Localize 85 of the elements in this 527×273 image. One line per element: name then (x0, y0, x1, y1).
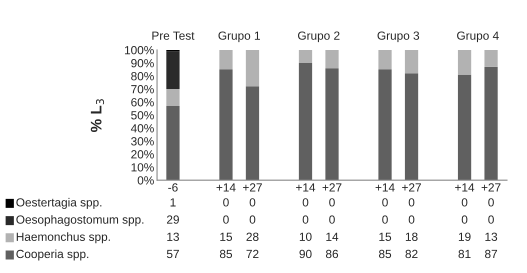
legend-label: Cooperia spp. (16, 249, 88, 260)
bar (166, 106, 180, 180)
x-tick-label: -6 (168, 183, 178, 192)
legend-label: Oestertagia spp. (16, 198, 102, 209)
bar (378, 69, 392, 180)
y-tick-label: 60% (131, 98, 154, 106)
data-label: 0 (302, 215, 308, 224)
data-label: 15 (379, 232, 392, 241)
x-tick-label: +14 (376, 183, 395, 192)
bar (325, 68, 339, 180)
bar (298, 62, 312, 180)
legend-label: Haemonchus spp. (16, 232, 110, 244)
bar (166, 89, 180, 106)
y-tick-label: 20% (131, 150, 154, 159)
data-label: 28 (246, 232, 259, 241)
text: Pre Test (152, 32, 194, 40)
data-label: 81 (458, 250, 471, 258)
bar (246, 50, 260, 86)
bar (458, 74, 472, 180)
y-tick-label: 90% (131, 59, 154, 68)
data-label: 85 (220, 250, 232, 258)
legend-label: Oesophagostomum spp. (16, 215, 144, 226)
bar (484, 66, 498, 180)
y-tick-label: 0% (138, 176, 154, 185)
data-label: 0 (408, 198, 414, 207)
data-label: 0 (329, 215, 335, 224)
bar (458, 50, 472, 75)
data-label: 15 (220, 232, 232, 241)
data-label: 0 (223, 215, 229, 224)
bar (246, 86, 260, 180)
bar (325, 50, 339, 68)
text: Grupo 1 (218, 31, 260, 42)
data-label: 19 (458, 232, 471, 241)
data-label: 0 (408, 215, 414, 224)
data-label: 0 (382, 198, 388, 207)
data-label: 0 (462, 215, 468, 224)
data-label: 0 (250, 215, 256, 224)
data-label: 57 (166, 250, 179, 258)
data-label: 0 (329, 198, 335, 207)
y-tick-label: 40% (130, 124, 154, 132)
data-label: 14 (326, 232, 338, 241)
data-label: 90 (299, 250, 312, 258)
data-label: 0 (488, 215, 494, 224)
data-label: 87 (485, 250, 498, 258)
y-axis-title: % L$_{3}$ (90, 99, 104, 132)
data-label: 86 (326, 250, 338, 258)
y-tick-label: 30% (131, 137, 154, 146)
x-tick-label: +14 (455, 183, 474, 192)
y-tick-label: 70% (131, 85, 154, 94)
x-tick-label: +14 (216, 183, 236, 192)
data-label: 29 (166, 215, 179, 224)
data-label: 13 (485, 232, 498, 241)
bar (484, 50, 498, 67)
data-label: 0 (250, 198, 256, 207)
bar (404, 73, 418, 180)
data-label: 0 (302, 198, 308, 207)
x-tick-label: +27 (243, 183, 262, 192)
x-tick-label: +27 (402, 183, 421, 192)
y-tick-label: 50% (131, 111, 154, 120)
bar (404, 50, 418, 74)
bar (378, 50, 392, 70)
data-label: 0 (488, 198, 494, 207)
data-label: 85 (378, 250, 392, 258)
y-tick-label: 100% (124, 46, 154, 54)
data-label: 0 (382, 215, 388, 224)
bar (298, 50, 312, 63)
data-label: 72 (246, 250, 258, 258)
bar (219, 69, 233, 180)
data-label: 10 (300, 232, 312, 241)
data-label: 0 (223, 198, 229, 207)
data-label: 13 (167, 232, 179, 241)
text: Grupo 2 (298, 31, 340, 42)
data-label: 1 (170, 198, 176, 206)
data-label: 82 (405, 250, 418, 258)
y-tick-label: 80% (131, 72, 154, 80)
bar (219, 50, 233, 70)
bar (166, 51, 180, 90)
x-tick-label: +27 (482, 183, 500, 192)
data-label: 0 (462, 198, 468, 207)
text: Grupo 4 (457, 31, 499, 42)
text: Grupo 3 (378, 31, 420, 42)
x-tick-label: +14 (296, 183, 316, 192)
data-label: 18 (406, 232, 418, 241)
y-tick-label: 10% (132, 163, 154, 172)
x-tick-label: +27 (322, 183, 342, 192)
